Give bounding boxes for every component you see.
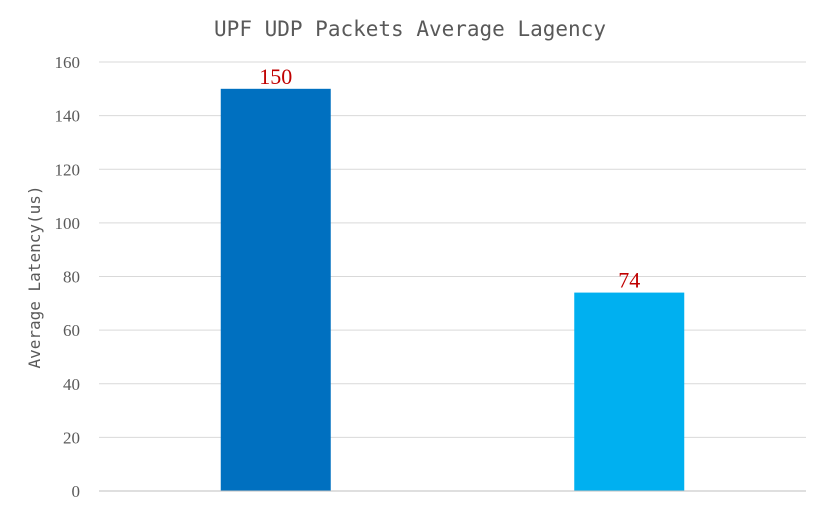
y-tick-label: 20 bbox=[63, 428, 80, 447]
y-tick-label: 140 bbox=[55, 107, 81, 126]
y-tick-label: 160 bbox=[55, 53, 81, 72]
data-labels: 150 74 bbox=[259, 64, 640, 293]
y-axis-ticks: 0 20 40 60 80 100 120 140 160 bbox=[55, 53, 81, 501]
y-axis-title: Average Latency(us) bbox=[25, 185, 44, 368]
data-label: 150 bbox=[259, 64, 292, 89]
gridlines bbox=[99, 61, 806, 438]
y-tick-label: 100 bbox=[55, 214, 81, 233]
y-tick-label: 40 bbox=[63, 375, 80, 394]
y-tick-label: 60 bbox=[63, 321, 80, 340]
chart-title: UPF UDP Packets Average Lagency bbox=[214, 17, 606, 41]
bar bbox=[574, 292, 685, 491]
y-tick-label: 80 bbox=[63, 268, 80, 287]
data-label: 74 bbox=[618, 268, 640, 293]
bar bbox=[220, 88, 331, 491]
y-tick-label: 0 bbox=[72, 482, 81, 501]
y-tick-label: 120 bbox=[55, 160, 81, 179]
bars bbox=[220, 88, 685, 491]
